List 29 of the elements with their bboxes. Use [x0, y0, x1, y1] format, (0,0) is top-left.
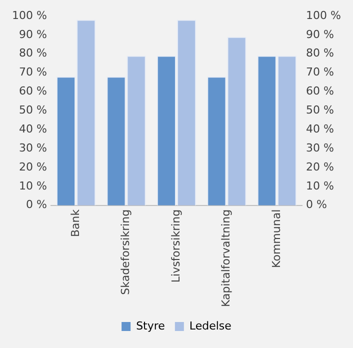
y2-tick-label: 90 %	[306, 28, 334, 41]
y-tick-label: 10 %	[18, 179, 47, 192]
legend-label: Ledelse	[189, 319, 232, 332]
y-tick-label: 70 %	[18, 66, 47, 79]
y2-tick-label: 100 %	[306, 8, 342, 22]
y-tick-label: 40 %	[18, 122, 47, 136]
x-tick-label: Kommunal	[270, 209, 283, 268]
x-tick-label: Livsforsikring	[169, 209, 182, 283]
y2-tick-label: 20 %	[306, 160, 334, 174]
y-tick-label: 0 %	[26, 198, 47, 212]
y-tick-label: 60 %	[18, 84, 47, 98]
y-tick-label: 30 %	[18, 141, 47, 154]
y2-tick-label: 40 %	[306, 122, 334, 136]
y2-tick-label: 60 %	[306, 84, 334, 98]
y-tick-label: 50 %	[18, 104, 47, 117]
y2-tick-label: 10 %	[306, 179, 334, 192]
x-tick-label: Kapitalforvaltning	[220, 209, 233, 308]
y2-tick-label: 30 %	[306, 141, 334, 154]
y-tick-label: 90 %	[18, 28, 47, 41]
legend-label: Styre	[136, 319, 166, 332]
y-tick-label: 100 %	[12, 8, 47, 22]
y-tick-label: 80 %	[18, 46, 47, 60]
y2-tick-label: 70 %	[306, 66, 334, 79]
y2-tick-label: 80 %	[306, 46, 334, 60]
y-tick-label: 20 %	[18, 160, 47, 174]
y2-tick-label: 50 %	[306, 104, 334, 117]
x-tick-label: Skadeforsikring	[119, 209, 132, 295]
x-tick-label: Bank	[68, 208, 82, 238]
y2-tick-label: 0 %	[306, 198, 328, 212]
